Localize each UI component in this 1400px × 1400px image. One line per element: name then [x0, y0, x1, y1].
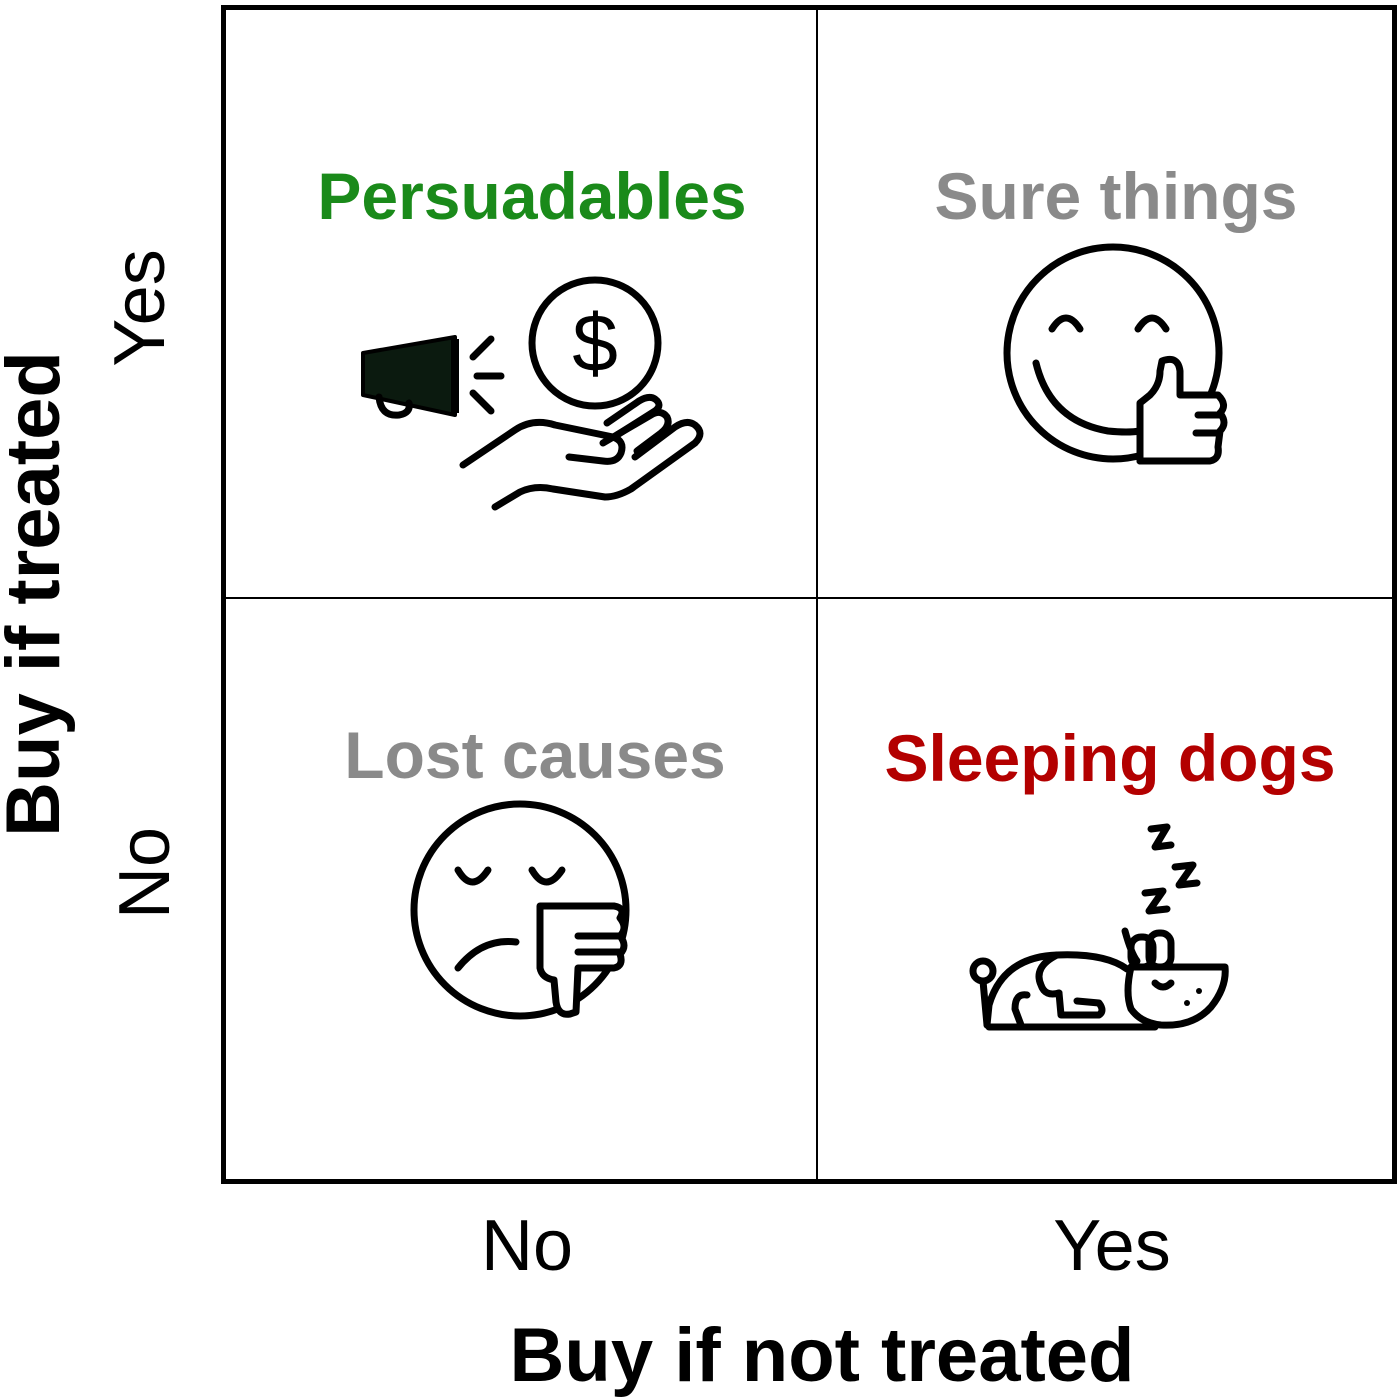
sad-face-thumbs-down-icon [408, 800, 638, 1027]
svg-text:$: $ [572, 298, 618, 389]
x-tick-yes: Yes [1053, 1206, 1171, 1286]
smiley-thumbs-up-icon [1000, 243, 1230, 468]
megaphone-icon [361, 335, 505, 419]
thumbs-down-icon [536, 902, 628, 1018]
y-tick-no: No [105, 826, 185, 920]
quadrant-label-persuadables: Persuadables [317, 159, 747, 233]
quadrant-label-sleeping-dogs: Sleeping dogs [884, 721, 1336, 795]
megaphone-coin-hand-icon: $ [355, 275, 715, 520]
open-hand-icon [459, 393, 704, 511]
x-tick-no: No [480, 1206, 574, 1286]
dollar-coin-icon: $ [528, 276, 662, 410]
zzz-icon [1141, 823, 1201, 915]
quadrant-matrix [221, 5, 1397, 1184]
vertical-divider [816, 10, 818, 1179]
x-axis-title: Buy if not treated [509, 1313, 1135, 1398]
y-axis-title: Buy if treated [0, 351, 76, 837]
quadrant-label-sure-things: Sure things [934, 159, 1298, 233]
horizontal-divider [226, 597, 1392, 599]
quadrant-label-lost-causes: Lost causes [344, 718, 726, 792]
thumbs-up-icon [1136, 355, 1228, 465]
sleeping-dog-icon [965, 823, 1235, 1035]
y-tick-yes: Yes [100, 249, 180, 367]
